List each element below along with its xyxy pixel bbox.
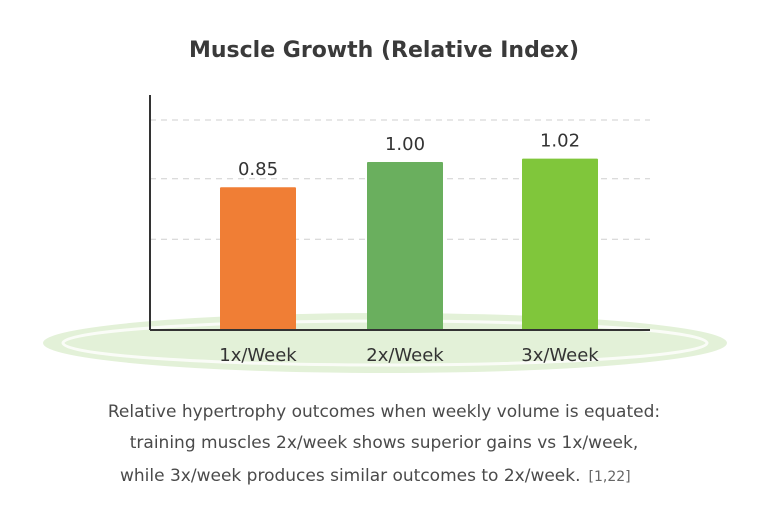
bar-1 [220,187,296,330]
caption-line-1: Relative hypertrophy outcomes when weekl… [107,402,661,422]
chart-title: Muscle Growth (Relative Index) [188,38,580,63]
x-tick-label-3: 3x/Week [521,345,599,366]
bar-3 [522,158,598,330]
axes [149,95,650,331]
x-tick-label-1: 1x/Week [219,345,297,366]
data-label-3: 1.02 [540,131,580,152]
labels: 0.85 1x/Week 1.00 2x/Week 1.02 3x/Week [219,131,599,366]
bar-chart: 0.85 1x/Week 1.00 2x/Week 1.02 3x/Week [43,95,727,373]
x-tick-label-2: 2x/Week [366,345,444,366]
data-label-1: 0.85 [238,159,278,180]
caption-line-2: training muscles 2x/week shows superior … [129,433,639,453]
citation: [1,22] [588,469,631,485]
bar-2 [367,162,443,330]
data-label-2: 1.00 [385,134,425,155]
caption-line-3: while 3x/week produces similar outcomes … [120,466,631,486]
caption-line-3-text: while 3x/week produces similar outcomes … [120,466,581,486]
bars [220,158,598,330]
